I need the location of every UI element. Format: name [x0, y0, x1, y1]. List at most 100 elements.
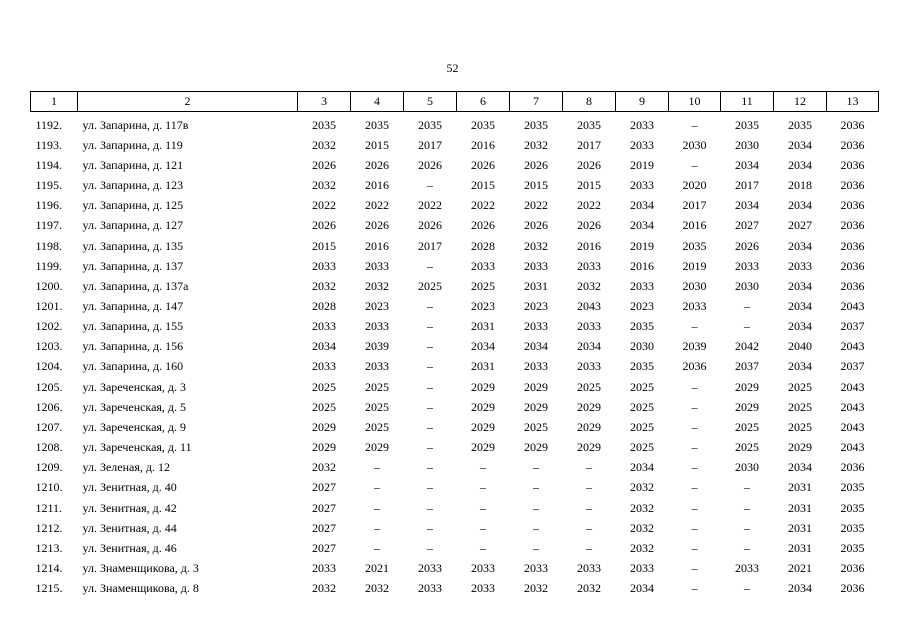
table-cell: ул. Знаменщикова, д. 8 — [82, 581, 199, 596]
table-cell: 2043 — [840, 399, 865, 414]
table-cell: ул. Зеленая, д. 12 — [82, 460, 171, 475]
table-cell: ул. Запарина, д. 156 — [82, 339, 184, 354]
table-cell: 1214. — [35, 561, 63, 576]
table-cell: – — [744, 540, 750, 555]
table-cell: 2035 — [840, 500, 865, 515]
table-cell: 2027 — [312, 520, 336, 535]
table-cell: 2030 — [735, 137, 759, 152]
table-cell: 2026 — [365, 157, 389, 172]
table-cell: 2027 — [312, 480, 336, 495]
table-cell: 2029 — [524, 399, 548, 414]
table-cell: 2022 — [418, 198, 442, 213]
table-cell: 2035 — [471, 117, 495, 132]
table-cell: – — [480, 540, 486, 555]
header-cell: 4 — [350, 91, 404, 112]
header-cell: 13 — [826, 91, 879, 112]
table-row: 1215. ул. Знаменщикова, д. 8 2032 2032 2033 2… — [31, 579, 879, 599]
table-cell: 2035 — [735, 117, 759, 132]
table-cell: 2028 — [471, 238, 495, 253]
table-cell: – — [374, 480, 380, 495]
header-cell: 12 — [773, 91, 827, 112]
table-row: 1198. ул. Запарина, д. 135 2015 2016 2017 202… — [31, 236, 879, 256]
table-cell: 2036 — [840, 198, 865, 213]
table-cell: 2032 — [577, 278, 601, 293]
table-cell: ул. Знаменщикова, д. 3 — [82, 561, 199, 576]
table-cell: – — [744, 480, 750, 495]
table-cell: 2025 — [630, 419, 654, 434]
table-cell: 2027 — [735, 218, 759, 233]
table-cell: 2033 — [365, 319, 389, 334]
table-cell: 2036 — [840, 238, 865, 253]
table-cell: 2025 — [312, 399, 336, 414]
table-cell: 2034 — [788, 319, 812, 334]
table-cell: 2031 — [788, 520, 812, 535]
table-cell: 2025 — [788, 419, 812, 434]
table-cell: 1215. — [35, 581, 63, 596]
table-cell: 2043 — [840, 298, 865, 313]
table-cell: 2034 — [524, 339, 548, 354]
table-cell: 1194. — [35, 157, 63, 172]
table-cell: 2036 — [840, 157, 865, 172]
table-cell: – — [691, 460, 698, 475]
table-cell: 2029 — [735, 399, 759, 414]
table-cell: – — [427, 520, 433, 535]
table-cell: 2015 — [471, 178, 495, 193]
table-cell: 2021 — [365, 561, 389, 576]
table-cell: 2033 — [577, 258, 601, 273]
table-cell: 2023 — [365, 298, 389, 313]
table-cell: 1196. — [35, 198, 63, 213]
table-cell: 2026 — [418, 157, 442, 172]
table-cell: 2035 — [682, 238, 707, 253]
table-cell: 2033 — [524, 561, 548, 576]
header-cell: 1 — [30, 91, 78, 112]
table-cell: 2031 — [788, 480, 812, 495]
table-cell: – — [427, 178, 433, 193]
table-cell: 2029 — [471, 379, 495, 394]
table-cell: 2034 — [630, 198, 654, 213]
table-cell: 2032 — [577, 581, 601, 596]
table-cell: – — [480, 460, 486, 475]
table-cell: 2034 — [788, 298, 812, 313]
table-cell: 2034 — [788, 278, 812, 293]
table-cell: 2034 — [788, 198, 812, 213]
table-cell: – — [427, 258, 433, 273]
table-cell: ул. Зенитная, д. 46 — [82, 540, 177, 555]
table-cell: 2033 — [471, 258, 495, 273]
table-cell: 2023 — [471, 298, 495, 313]
table-cell: 1202. — [35, 319, 63, 334]
table-cell: 2033 — [735, 258, 759, 273]
table-cell: 2039 — [682, 339, 707, 354]
table-cell: 2029 — [524, 379, 548, 394]
table-cell: – — [374, 540, 380, 555]
table-cell: 2035 — [630, 319, 654, 334]
table-cell: 2023 — [630, 298, 654, 313]
table-cell: 2032 — [312, 278, 336, 293]
table-row: 1213. ул. Зенитная, д. 46 2027 – – – – – 2032 – – 2… — [31, 538, 879, 558]
table-cell: 2033 — [577, 359, 601, 374]
table-cell: 1208. — [35, 440, 63, 455]
table-row: 1212. ул. Зенитная, д. 44 2027 – – – – – 2032 – – 2… — [31, 518, 879, 538]
table-cell: 1195. — [35, 178, 63, 193]
table-cell: 2035 — [840, 480, 865, 495]
table-cell: – — [691, 399, 698, 414]
header-row: 1 2 3 4 5 6 7 8 9 10 11 12 13 — [30, 91, 879, 112]
table-cell: ул. Запарина, д. 160 — [82, 359, 184, 374]
table-row: 1195. ул. Запарина, д. 123 2032 2016 – 2015 20… — [31, 175, 879, 195]
table-cell: 2019 — [630, 157, 654, 172]
table-cell: 2035 — [577, 117, 601, 132]
table-cell: – — [691, 520, 698, 535]
table-cell: 2033 — [630, 178, 654, 193]
table-cell: – — [533, 480, 539, 495]
table-cell: 2033 — [365, 258, 389, 273]
table-cell: ул. Запарина, д. 119 — [82, 137, 183, 152]
table-row: 1208. ул. Зареченская, д. 11 2029 2029 – 2029… — [31, 438, 879, 458]
table-cell: 2026 — [365, 218, 389, 233]
table-cell: 2035 — [524, 117, 548, 132]
table-cell: 2029 — [471, 399, 495, 414]
table-cell: 1206. — [35, 399, 63, 414]
table-cell: 2033 — [312, 359, 336, 374]
table-cell: 1211. — [35, 500, 63, 515]
table-cell: 2016 — [365, 238, 389, 253]
table-cell: 2027 — [312, 540, 336, 555]
table-cell: 2022 — [312, 198, 336, 213]
